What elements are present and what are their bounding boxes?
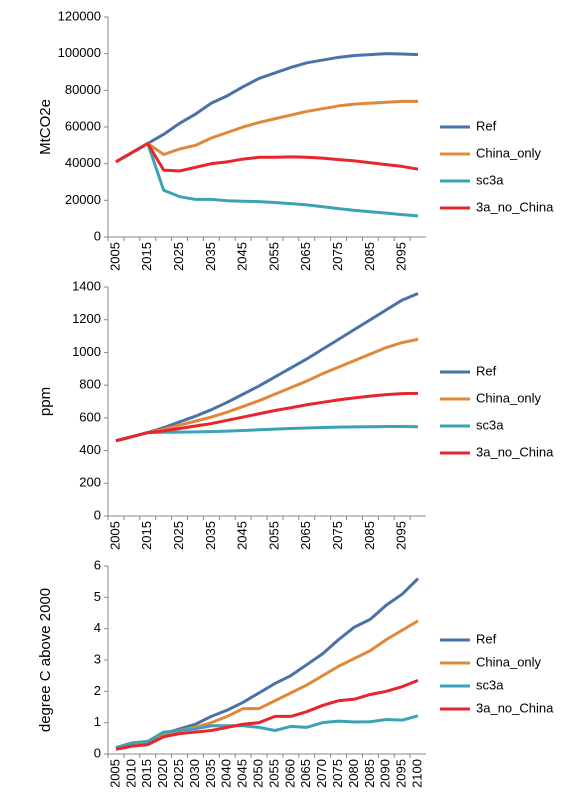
x-tick-label: 2095 bbox=[394, 759, 409, 788]
y-tick-label: 200 bbox=[79, 475, 101, 490]
x-tick-label: 2075 bbox=[330, 242, 345, 271]
x-tick-label: 2025 bbox=[171, 759, 186, 788]
x-tick-label: 2025 bbox=[171, 242, 186, 271]
y-tick-label: 1200 bbox=[72, 311, 101, 326]
series-line bbox=[115, 391, 419, 443]
y-axis-title: ppm bbox=[37, 387, 54, 416]
series-line bbox=[115, 142, 419, 218]
x-tick-label: 2085 bbox=[362, 242, 377, 271]
x-tick-label: 2015 bbox=[139, 521, 154, 550]
x-tick-label: 2005 bbox=[107, 759, 122, 788]
legend-label: Ref bbox=[476, 118, 497, 133]
x-tick-label: 2045 bbox=[235, 759, 250, 788]
series-line bbox=[115, 619, 419, 750]
legend-label: Ref bbox=[476, 363, 497, 378]
x-tick-label: 2045 bbox=[235, 521, 250, 550]
legend-label: 3a_no_China bbox=[476, 199, 554, 214]
legend-label: China_only bbox=[476, 145, 542, 160]
y-tick-label: 60000 bbox=[65, 118, 101, 133]
y-tick-label: 3 bbox=[94, 651, 101, 666]
y-tick-label: 600 bbox=[79, 409, 101, 424]
x-tick-label: 2075 bbox=[330, 521, 345, 550]
legend-label: 3a_no_China bbox=[476, 444, 554, 459]
x-tick-label: 2090 bbox=[378, 759, 393, 788]
y-tick-label: 0 bbox=[94, 745, 101, 760]
x-tick-label: 2045 bbox=[235, 242, 250, 271]
y-tick-label: 40000 bbox=[65, 155, 101, 170]
x-tick-label: 2060 bbox=[282, 759, 297, 788]
legend-label: China_only bbox=[476, 390, 542, 405]
x-tick-label: 2030 bbox=[187, 759, 202, 788]
x-tick-label: 2020 bbox=[155, 759, 170, 788]
series-line bbox=[115, 142, 419, 173]
x-tick-label: 2015 bbox=[139, 759, 154, 788]
y-tick-label: 2 bbox=[94, 683, 101, 698]
y-tick-label: 5 bbox=[94, 589, 101, 604]
x-tick-label: 2075 bbox=[330, 759, 345, 788]
legend-label: sc3a bbox=[476, 677, 504, 692]
series-line bbox=[115, 99, 419, 164]
x-tick-label: 2055 bbox=[266, 759, 281, 788]
x-tick-label: 2035 bbox=[203, 759, 218, 788]
x-tick-label: 2015 bbox=[139, 242, 154, 271]
legend-label: sc3a bbox=[476, 172, 504, 187]
x-tick-label: 2005 bbox=[107, 242, 122, 271]
x-tick-label: 2085 bbox=[362, 759, 377, 788]
x-tick-label: 2010 bbox=[123, 759, 138, 788]
x-tick-label: 2100 bbox=[409, 759, 424, 788]
legend-label: China_only bbox=[476, 654, 542, 669]
x-tick-label: 2065 bbox=[298, 521, 313, 550]
series-line bbox=[115, 714, 419, 750]
x-tick-label: 2065 bbox=[298, 759, 313, 788]
legend-label: sc3a bbox=[476, 417, 504, 432]
x-tick-label: 2040 bbox=[219, 759, 234, 788]
y-tick-label: 0 bbox=[94, 507, 101, 522]
x-tick-label: 2050 bbox=[250, 759, 265, 788]
y-axis-title: degree C above 2000 bbox=[37, 588, 54, 732]
y-tick-label: 800 bbox=[79, 377, 101, 392]
x-tick-label: 2065 bbox=[298, 242, 313, 271]
y-tick-label: 400 bbox=[79, 442, 101, 457]
legend-label: Ref bbox=[476, 631, 497, 646]
y-tick-label: 6 bbox=[94, 557, 101, 572]
series-line bbox=[115, 425, 419, 443]
y-tick-label: 120000 bbox=[58, 8, 101, 23]
y-tick-label: 20000 bbox=[65, 192, 101, 207]
y-tick-label: 80000 bbox=[65, 82, 101, 97]
legend-label: 3a_no_China bbox=[476, 700, 554, 715]
x-tick-label: 2070 bbox=[314, 759, 329, 788]
x-tick-label: 2025 bbox=[171, 521, 186, 550]
y-tick-label: 1 bbox=[94, 714, 101, 729]
series-line bbox=[115, 337, 419, 443]
x-tick-label: 2080 bbox=[346, 759, 361, 788]
x-tick-label: 2035 bbox=[203, 521, 218, 550]
y-axis-title: MtCO2e bbox=[37, 99, 54, 155]
series-line bbox=[115, 678, 419, 751]
series-line bbox=[115, 292, 419, 443]
x-tick-label: 2055 bbox=[266, 521, 281, 550]
x-tick-label: 2095 bbox=[394, 521, 409, 550]
x-tick-label: 2035 bbox=[203, 242, 218, 271]
x-tick-label: 2085 bbox=[362, 521, 377, 550]
y-tick-label: 0 bbox=[94, 228, 101, 243]
y-tick-label: 1400 bbox=[72, 278, 101, 293]
x-tick-label: 2005 bbox=[107, 521, 122, 550]
x-tick-label: 2055 bbox=[266, 242, 281, 271]
series-line bbox=[115, 52, 419, 164]
y-tick-label: 100000 bbox=[58, 45, 101, 60]
y-tick-label: 4 bbox=[94, 620, 101, 635]
y-tick-label: 1000 bbox=[72, 344, 101, 359]
x-tick-label: 2095 bbox=[394, 242, 409, 271]
